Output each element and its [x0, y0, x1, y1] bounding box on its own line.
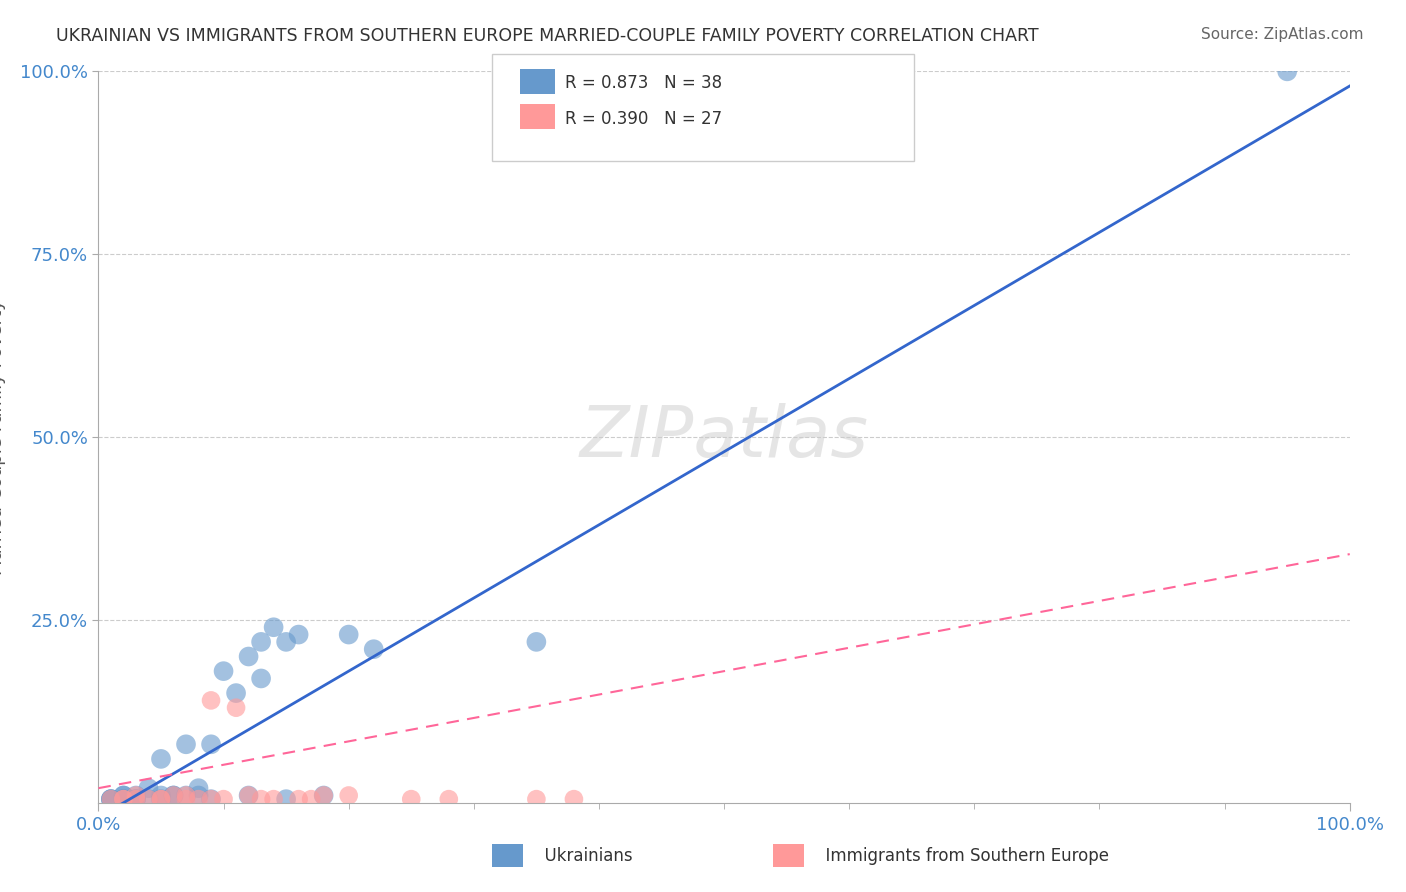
Point — [238, 789, 260, 803]
Point — [150, 789, 173, 803]
Point — [174, 789, 197, 803]
Point — [150, 792, 173, 806]
Point — [162, 789, 184, 803]
Point — [312, 789, 335, 803]
Point — [274, 792, 298, 806]
Point — [138, 792, 160, 806]
Point — [200, 693, 222, 707]
Point — [100, 792, 122, 806]
Point — [187, 781, 209, 796]
Point — [150, 792, 173, 806]
Text: R = 0.873   N = 38: R = 0.873 N = 38 — [565, 74, 723, 92]
Point — [250, 792, 273, 806]
Point — [174, 792, 197, 806]
Point — [112, 792, 135, 806]
Point — [312, 789, 335, 803]
Point — [274, 635, 298, 649]
Text: Source: ZipAtlas.com: Source: ZipAtlas.com — [1201, 27, 1364, 42]
Point — [162, 789, 184, 803]
Point — [200, 792, 222, 806]
Point — [112, 789, 135, 803]
Point — [150, 752, 173, 766]
Point — [225, 700, 247, 714]
Point — [238, 789, 260, 803]
Point — [287, 627, 309, 641]
Point — [250, 672, 273, 686]
Point — [287, 792, 309, 806]
Point — [524, 635, 547, 649]
Point — [299, 792, 322, 806]
Point — [174, 737, 197, 751]
Point — [250, 635, 273, 649]
Point — [225, 686, 247, 700]
Point — [263, 620, 285, 634]
Point — [125, 792, 148, 806]
Point — [125, 792, 148, 806]
Text: Immigrants from Southern Europe: Immigrants from Southern Europe — [815, 847, 1109, 865]
Point — [263, 792, 285, 806]
Point — [125, 789, 148, 803]
Point — [125, 792, 148, 806]
Point — [524, 792, 547, 806]
Point — [1277, 64, 1299, 78]
Point — [112, 789, 135, 803]
Point — [200, 737, 222, 751]
Point — [100, 792, 122, 806]
Point — [401, 792, 423, 806]
Point — [238, 649, 260, 664]
Point — [100, 792, 122, 806]
Point — [112, 792, 135, 806]
Point — [138, 792, 160, 806]
Point — [437, 792, 460, 806]
Point — [187, 789, 209, 803]
Point — [112, 792, 135, 806]
Point — [112, 792, 135, 806]
Point — [125, 789, 148, 803]
Point — [363, 642, 385, 657]
Point — [337, 789, 360, 803]
Point — [337, 627, 360, 641]
Point — [162, 789, 184, 803]
Point — [187, 792, 209, 806]
Point — [100, 792, 122, 806]
Y-axis label: Married-Couple Family Poverty: Married-Couple Family Poverty — [0, 299, 6, 575]
Point — [212, 792, 235, 806]
Text: Ukrainians: Ukrainians — [534, 847, 633, 865]
Point — [150, 792, 173, 806]
Point — [212, 664, 235, 678]
Point — [200, 792, 222, 806]
Text: R = 0.390   N = 27: R = 0.390 N = 27 — [565, 110, 723, 128]
Point — [174, 789, 197, 803]
Point — [138, 781, 160, 796]
Text: ZIPatlas: ZIPatlas — [579, 402, 869, 472]
Point — [562, 792, 585, 806]
Text: UKRAINIAN VS IMMIGRANTS FROM SOUTHERN EUROPE MARRIED-COUPLE FAMILY POVERTY CORRE: UKRAINIAN VS IMMIGRANTS FROM SOUTHERN EU… — [56, 27, 1039, 45]
